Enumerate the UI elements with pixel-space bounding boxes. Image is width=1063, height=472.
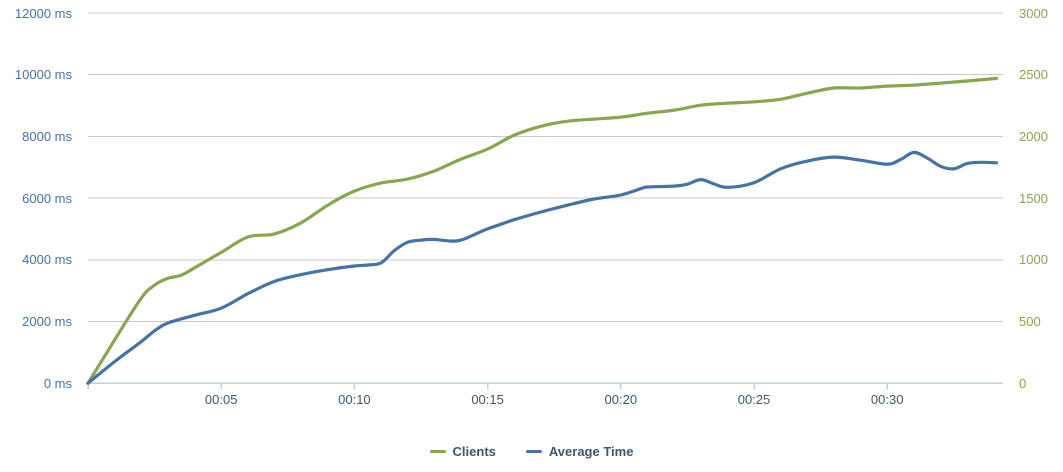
legend-item-average-time[interactable]: Average Time	[525, 444, 634, 459]
clients-line-marker-icon	[429, 450, 446, 453]
y-right-tick-label: 1500	[1019, 190, 1048, 206]
plot-area	[86, 12, 1003, 390]
series-line-clients	[86, 76, 998, 385]
y-left-tick-label: 0 ms	[43, 375, 72, 391]
legend-label-average-time: Average Time	[548, 444, 634, 459]
y-left-tick-label: 12000 ms	[14, 5, 72, 21]
legend-item-clients[interactable]: Clients	[429, 444, 496, 459]
x-tick-label: 00:15	[471, 392, 504, 407]
y-left-tick-label: 6000 ms	[22, 190, 72, 206]
x-tick-label: 00:05	[204, 392, 238, 407]
y-right-tick-label: 0	[1019, 375, 1027, 391]
y-left-tick-label: 4000 ms	[22, 252, 72, 268]
y-left-tick-label: 2000 ms	[22, 314, 72, 329]
x-tick-label: 00:10	[338, 392, 371, 407]
y-right-tick-label: 3000	[1019, 5, 1048, 21]
y-left-tick-label: 10000 ms	[14, 67, 72, 83]
x-axis-ticks	[87, 383, 888, 390]
series-lines	[86, 76, 998, 385]
y-right-tick-label: 1000	[1019, 252, 1048, 268]
y-left-tick-label: 8000 ms	[22, 128, 72, 144]
legend-label-clients: Clients	[452, 444, 496, 459]
x-tick-label: 00:20	[604, 392, 638, 407]
x-tick-label: 00:30	[870, 392, 904, 407]
y-right-tick-label: 500	[1019, 314, 1041, 329]
y-right-tick-label: 2000	[1019, 128, 1048, 144]
legend: Clients Average Time	[0, 444, 1063, 459]
x-tick-label: 00:25	[737, 392, 771, 407]
average-time-line-marker-icon	[525, 450, 542, 453]
series-line-average-time	[86, 150, 998, 385]
gridlines	[88, 12, 1003, 322]
y-right-tick-label: 2500	[1019, 67, 1048, 83]
